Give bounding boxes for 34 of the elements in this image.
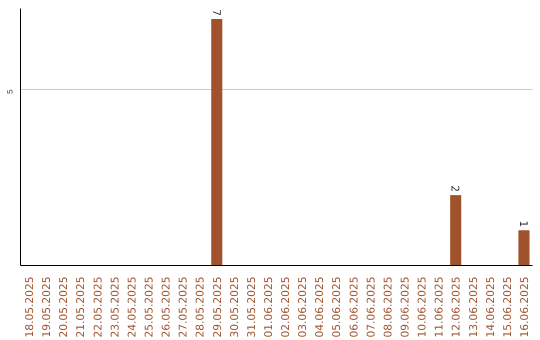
x-tick-label: 15.06.2025 <box>500 276 514 338</box>
x-tick-label: 01.06.2025 <box>262 276 275 338</box>
x-tick-label: 05.06.2025 <box>330 276 344 338</box>
x-tick-label: 29.05.2025 <box>210 276 224 338</box>
x-tick-label: 28.05.2025 <box>194 276 207 338</box>
x-tick-label: 20.05.2025 <box>57 276 70 338</box>
x-tick-label: 11.06.2025 <box>432 276 446 338</box>
x-tick-label: 07.06.2025 <box>364 276 378 338</box>
x-tick-label: 13.06.2025 <box>466 276 480 338</box>
x-tick-label: 22.05.2025 <box>91 276 104 338</box>
x-tick-label: 30.05.2025 <box>228 276 241 338</box>
data-label: 7 <box>210 9 223 16</box>
x-tick-label: 14.06.2025 <box>484 276 497 338</box>
x-tick-label: 08.06.2025 <box>381 276 394 338</box>
data-label: 1 <box>516 220 530 228</box>
y-tick-label: 5 <box>6 88 14 94</box>
x-tick-label: 16.06.2025 <box>518 276 531 338</box>
x-tick-label: 25.05.2025 <box>142 276 156 338</box>
x-tick-label: 19.05.2025 <box>40 276 54 338</box>
x-tick-label: 18.05.2025 <box>23 276 36 338</box>
x-tick-label: 02.06.2025 <box>279 276 292 338</box>
x-tick-label: 26.05.2025 <box>160 276 173 338</box>
x-tick-label: 06.06.2025 <box>347 276 360 338</box>
x-tick-label: 04.06.2025 <box>313 276 326 338</box>
x-tick-label: 03.06.2025 <box>296 276 310 338</box>
x-tick-label: 24.05.2025 <box>125 276 138 338</box>
x-tick-label: 10.06.2025 <box>416 276 429 338</box>
x-tick-label: 21.05.2025 <box>74 276 88 338</box>
x-tick-label: 09.06.2025 <box>398 276 412 338</box>
x-tick-label: 12.06.2025 <box>450 276 463 338</box>
x-tick-label: 23.05.2025 <box>108 276 122 338</box>
data-label: 2 <box>448 185 462 192</box>
x-tick-label: 31.05.2025 <box>244 276 258 338</box>
x-tick-label: 27.05.2025 <box>176 276 190 338</box>
